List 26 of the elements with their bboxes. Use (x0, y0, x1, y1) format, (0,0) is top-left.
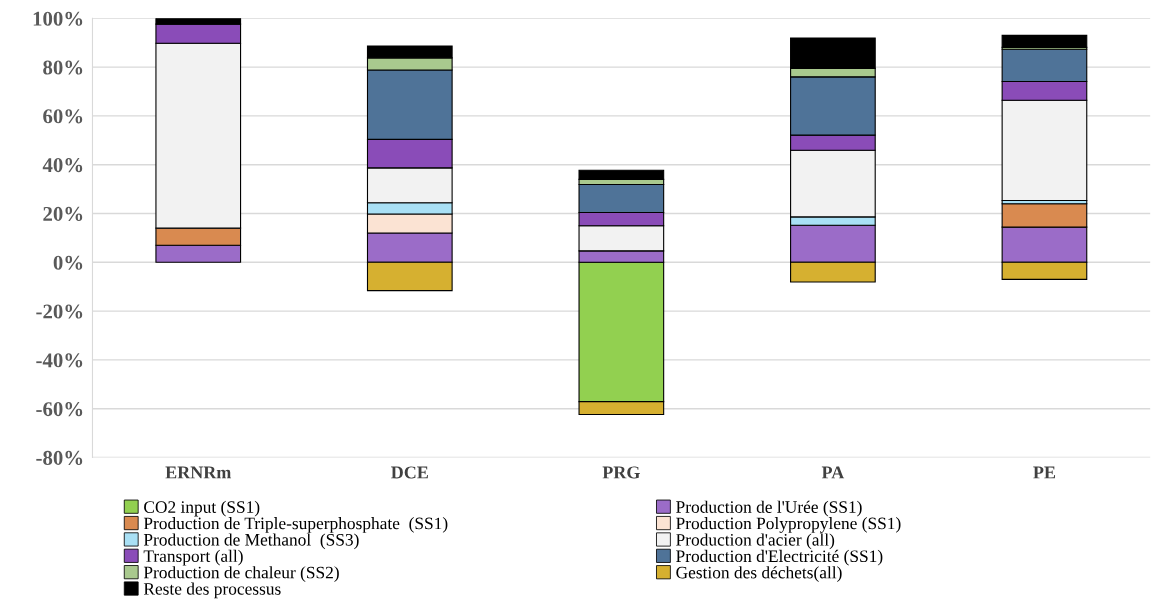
y-tick-label: 0% (53, 255, 83, 270)
x-tick-label: PRG (602, 466, 640, 479)
legend-label: Production de Methanol (SS3) (143, 533, 359, 550)
legend-label: Gestion des déchets(all) (676, 566, 842, 582)
legend-label: Production de Triple-superphosphate (SS1) (143, 517, 448, 533)
y-tick-label: -60% (36, 402, 83, 417)
x-tick-label: ERNRm (165, 466, 232, 479)
y-tick-label: 60% (43, 109, 83, 124)
x-tick-label: PA (821, 466, 845, 479)
legend-label: Production de chaleur (SS2) (143, 566, 339, 582)
legend-label: Transport (all) (143, 549, 243, 566)
y-tick-label: 100% (33, 11, 83, 26)
y-tick-label: -80% (36, 450, 83, 465)
y-tick-label: 40% (42, 158, 83, 173)
legend-label: Reste des processus (143, 582, 281, 599)
x-tick-label: DCE (391, 466, 428, 479)
y-tick-label: 20% (43, 206, 83, 221)
legend-label: Production d'Electricité (SS1) (676, 549, 883, 566)
y-tick-label: -40% (36, 353, 83, 368)
y-tick-label: 80% (43, 60, 83, 75)
x-tick-label: PE (1033, 466, 1056, 479)
y-tick-label: -20% (36, 304, 83, 319)
legend-label: Production Polypropylene (SS1) (676, 517, 901, 533)
legend-label: CO2 input (SS1) (144, 500, 260, 517)
legend-label: Production d'acier (all) (676, 533, 835, 550)
legend-label: Production de l'Urée (SS1) (676, 500, 862, 517)
